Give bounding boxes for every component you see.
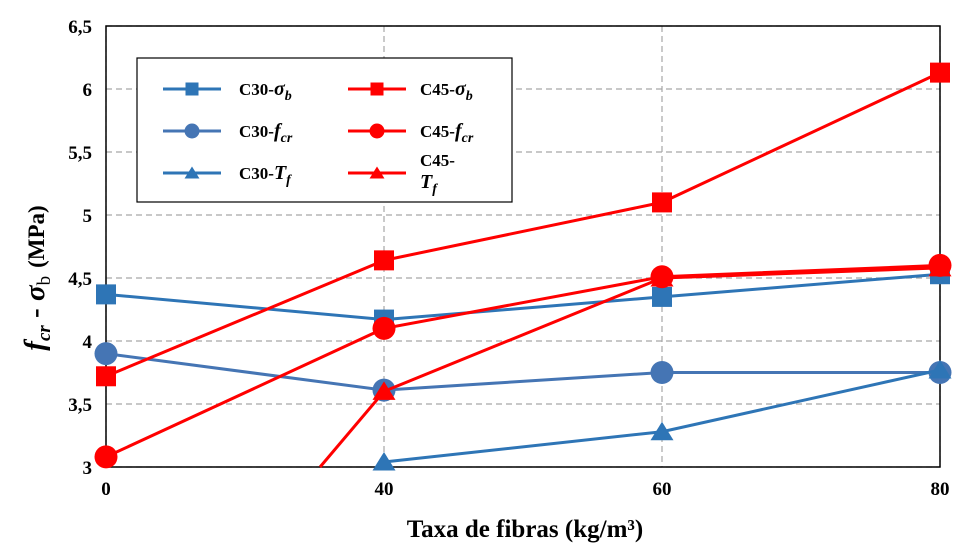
legend-item-C45-σb: C45-σb	[348, 78, 473, 104]
x-tick-labels: 0 40 60 80	[101, 479, 949, 500]
data-point-circle	[650, 361, 674, 384]
legend-label: C30-σb	[239, 78, 292, 104]
y-axis-title: fcr - σb(MPa)	[19, 205, 55, 350]
data-point-circle	[184, 123, 200, 139]
series-line	[105, 352, 940, 392]
data-point-circle	[94, 445, 118, 469]
legend-label-subscript: cr	[462, 131, 474, 146]
legend-label: C45-fcr	[420, 120, 474, 146]
data-point-square	[96, 284, 116, 305]
series-line	[105, 263, 941, 459]
data-point-square	[930, 62, 950, 83]
legend-label-symbol: σ	[455, 78, 467, 100]
legend-label-symbol: T	[420, 171, 433, 193]
legend-item-C30-σb: C30-σb	[163, 78, 292, 104]
y-tick-label: 5,5	[68, 143, 92, 164]
legend-label-prefix: C30-	[239, 122, 274, 141]
series-C30-Tf	[372, 359, 952, 471]
plot-frame	[105, 25, 941, 468]
x-tick-label: 60	[653, 479, 672, 500]
data-point-circle	[369, 123, 385, 139]
y-tick-labels: 3 3,5 4 4,5 5 5,5 6 6,5	[68, 17, 92, 479]
legend-label-prefix: C45-	[420, 151, 455, 170]
y-tick-label: 4	[83, 332, 93, 353]
data-point-triangle	[372, 381, 396, 400]
legend-item-C30-Tf: C30-Tf	[163, 162, 292, 188]
data-point-square	[652, 286, 672, 307]
legend-label-symbol: f	[274, 120, 283, 142]
data-point-triangle	[372, 451, 396, 471]
series-C30-fcr	[94, 342, 952, 402]
y-tick-label: 6,5	[68, 17, 92, 38]
data-point-triangle	[184, 166, 200, 179]
legend-label-subscript: b	[285, 89, 292, 104]
data-point-triangle	[928, 257, 952, 277]
data-point-square	[370, 82, 384, 96]
y-axis-title-sigma-sub: b	[34, 276, 55, 286]
series-layer	[94, 62, 952, 471]
legend-item-C45-Tf: C45-Tf	[348, 151, 455, 197]
y-tick-label: 5	[83, 206, 93, 227]
series-C45-σb	[96, 62, 950, 387]
series-line	[105, 71, 941, 378]
x-tick-label: 80	[931, 479, 950, 500]
data-point-triangle	[650, 421, 674, 441]
y-tick-label: 3	[83, 458, 93, 479]
data-point-circle	[372, 316, 396, 340]
series-C30-σb	[96, 264, 950, 330]
legend-label: C30-fcr	[239, 120, 293, 146]
legend-label-prefix: C30-	[239, 80, 274, 99]
legend-label-prefix: C45-	[420, 80, 455, 99]
legend-item-C30-fcr: C30-fcr	[163, 120, 293, 146]
series-line	[105, 272, 941, 322]
legend-label-prefix: C30-	[239, 164, 274, 183]
data-point-square	[185, 82, 199, 96]
legend-label-symbol: σ	[274, 78, 286, 100]
data-point-square	[96, 366, 116, 387]
y-tick-label: 3,5	[68, 395, 92, 416]
legend-label-subscript: f	[286, 173, 292, 188]
data-point-triangle	[928, 359, 952, 379]
data-point-circle	[94, 342, 118, 366]
legend-label: C45-σb	[420, 78, 473, 104]
legend-label: C45-Tf	[420, 151, 455, 197]
legend-item-C45-fcr: C45-fcr	[348, 120, 474, 146]
legend-label-subscript: b	[466, 89, 473, 104]
y-axis-title-f-sub: cr	[34, 325, 55, 341]
x-tick-label: 40	[375, 479, 394, 500]
legend-label-symbol: T	[274, 162, 287, 184]
legend-label-symbol: f	[455, 120, 464, 142]
series-C45-Tf	[318, 257, 952, 468]
series-C45-fcr	[94, 253, 952, 469]
legend-label-subscript: cr	[281, 131, 293, 146]
y-tick-label: 4,5	[68, 269, 92, 290]
legend-label-prefix: C45-	[420, 122, 455, 141]
x-axis-title: Taxa de fibras (kg/m³)	[407, 516, 643, 543]
y-axis-title-unit: (MPa)	[24, 205, 49, 268]
x-tick-label: 0	[101, 479, 111, 500]
y-axis-title-sigma: σ	[19, 284, 51, 301]
data-point-square	[374, 250, 394, 271]
legend-label-subscript: f	[432, 182, 438, 197]
data-point-triangle	[369, 166, 385, 179]
data-point-square	[652, 192, 672, 213]
legend-label: C30-Tf	[239, 162, 292, 188]
series-line	[318, 266, 941, 468]
data-point-triangle	[650, 268, 674, 287]
y-tick-label: 6	[83, 80, 93, 101]
y-axis-title-dash: -	[19, 301, 51, 325]
